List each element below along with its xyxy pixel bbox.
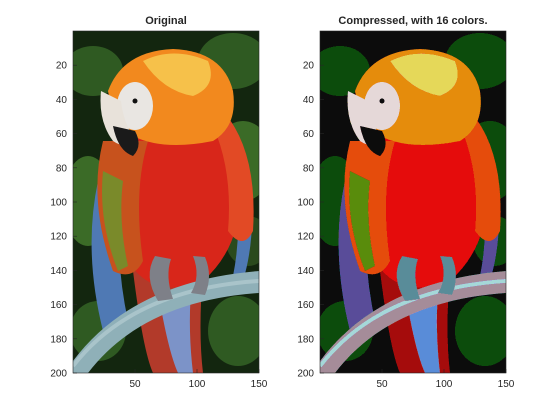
y-tick-label: 80 xyxy=(56,163,68,174)
y-tick-label: 100 xyxy=(297,198,314,209)
y-tick-label: 100 xyxy=(50,198,67,209)
y-axis: 20 40 60 80 100 120 140 160 180 200 xyxy=(50,61,77,380)
y-tick-label: 60 xyxy=(303,129,315,140)
image-original xyxy=(73,31,259,373)
y-tick-label: 40 xyxy=(56,95,68,106)
y-tick-label: 60 xyxy=(56,129,68,140)
y-axis: 20 40 60 80 100 120 140 160 180 200 xyxy=(297,61,324,380)
x-axis: 50 100 150 xyxy=(129,369,268,390)
x-tick-label: 150 xyxy=(498,379,515,390)
panel-title: Compressed, with 16 colors. xyxy=(338,15,487,27)
y-tick-label: 140 xyxy=(297,266,314,277)
y-tick-label: 20 xyxy=(56,61,68,72)
x-tick-label: 100 xyxy=(436,379,453,390)
panel-original: Original 20 40 60 80 100 120 140 160 180 200 50 10… xyxy=(50,15,268,390)
y-tick-label: 140 xyxy=(50,266,67,277)
x-tick-label: 50 xyxy=(376,379,388,390)
y-tick-label: 120 xyxy=(297,232,314,243)
panel-compressed: Compressed, with 16 colors. 20 40 60 80 100 1… xyxy=(297,15,515,390)
y-tick-label: 200 xyxy=(297,369,314,380)
y-tick-label: 40 xyxy=(303,95,315,106)
y-tick-label: 180 xyxy=(297,334,314,345)
y-tick-label: 160 xyxy=(50,300,67,311)
y-tick-label: 200 xyxy=(50,369,67,380)
y-tick-label: 180 xyxy=(50,334,67,345)
x-tick-label: 50 xyxy=(129,379,141,390)
x-tick-label: 100 xyxy=(189,379,206,390)
x-axis: 50 100 150 xyxy=(376,369,515,390)
y-tick-label: 80 xyxy=(303,163,315,174)
y-tick-label: 120 xyxy=(50,232,67,243)
image-compressed xyxy=(320,31,506,373)
y-tick-label: 20 xyxy=(303,61,315,72)
y-tick-label: 160 xyxy=(297,300,314,311)
x-tick-label: 150 xyxy=(251,379,268,390)
panel-title: Original xyxy=(145,15,187,27)
